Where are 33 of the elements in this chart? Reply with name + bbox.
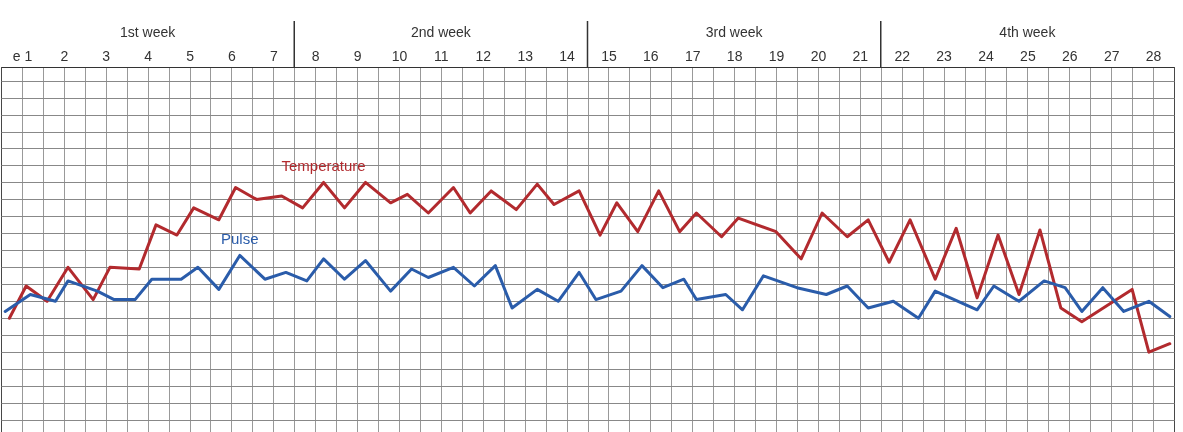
x-tick-label: 19 [768, 47, 785, 64]
text: 3rd week [705, 24, 764, 40]
x-tick-label: 18 [726, 47, 743, 64]
x-tick-label: 9 [353, 47, 362, 64]
x-tick-label: 11 [434, 47, 449, 64]
text: 1st week [120, 24, 177, 40]
x-tick-label: 21 [852, 47, 869, 64]
x-tick-label: 13 [517, 47, 534, 64]
x-tick-label: 15 [601, 47, 617, 64]
x-tick-label: 28 [1145, 47, 1162, 64]
x-tick-label: 12 [475, 47, 492, 64]
x-tick-label: 7 [269, 47, 278, 64]
x-tick-label: 22 [894, 47, 911, 64]
x-tick-label: e 1 [12, 47, 33, 64]
series-label: Pulse [221, 230, 259, 248]
x-tick-label: 26 [1061, 47, 1078, 64]
x-tick-label: 8 [311, 47, 320, 64]
x-tick-label: 24 [978, 47, 994, 64]
x-tick-label: 3 [102, 47, 111, 64]
text: 4th week [999, 24, 1057, 40]
text: 2nd week [410, 24, 472, 40]
x-tick-label: 10 [391, 47, 408, 64]
x-tick-label: 20 [810, 47, 827, 64]
x-tick-label: 27 [1103, 47, 1120, 64]
x-tick-label: 17 [684, 47, 701, 64]
x-tick-label: 14 [559, 47, 576, 64]
x-tick-label: 6 [228, 47, 237, 64]
x-tick-label: 5 [186, 47, 195, 64]
x-tick-label: 2 [60, 47, 69, 64]
x-tick-label: 25 [1020, 47, 1036, 64]
x-tick-label: 23 [936, 47, 953, 64]
x-tick-label: 16 [643, 47, 659, 64]
x-tick-label: 4 [144, 47, 153, 64]
